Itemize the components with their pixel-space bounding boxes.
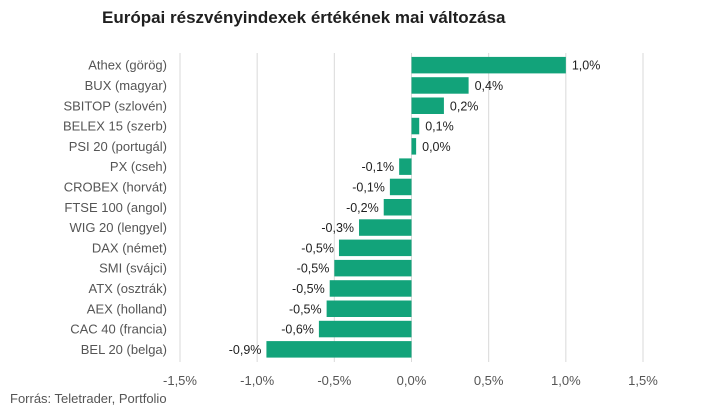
value-label: -0,5% (297, 262, 330, 276)
value-label: 0,0% (422, 140, 451, 154)
category-label: PX (cseh) (110, 159, 167, 174)
bar (411, 117, 420, 135)
bar (399, 158, 412, 175)
x-tick-label: -1,0% (240, 373, 274, 388)
value-label: -0,5% (292, 282, 325, 296)
value-label: -0,3% (321, 221, 354, 235)
category-label: CAC 40 (francia) (70, 322, 167, 337)
value-label: 0,2% (450, 99, 479, 113)
bar (411, 97, 444, 114)
value-label: -0,2% (346, 201, 379, 215)
bar (326, 300, 412, 317)
value-label: -0,9% (229, 343, 262, 357)
bar (389, 178, 412, 196)
category-label: CROBEX (horvát) (64, 179, 167, 194)
x-tick-label: -0,5% (317, 373, 351, 388)
bar (411, 77, 469, 94)
x-tick-label: 0,5% (474, 373, 504, 388)
bar (411, 138, 417, 155)
x-tick-label: -1,5% (163, 373, 197, 388)
bar (411, 56, 566, 74)
value-label: 0,1% (425, 120, 454, 134)
category-label: AEX (holland) (87, 301, 167, 316)
value-label: -0,1% (361, 160, 394, 174)
value-label: 1,0% (572, 59, 601, 73)
bar (329, 280, 412, 297)
category-label: ATX (osztrák) (89, 281, 168, 296)
category-label: PSI 20 (portugál) (69, 139, 167, 154)
x-tick-label: 0,0% (397, 373, 427, 388)
value-label: -0,1% (352, 180, 385, 194)
category-label: BUX (magyar) (85, 78, 167, 93)
bar (334, 259, 412, 277)
category-label: SBITOP (szlovén) (63, 98, 167, 113)
category-label: Athex (görög) (88, 58, 167, 73)
bar (359, 219, 412, 236)
bar (318, 320, 412, 338)
value-label: -0,5% (301, 241, 334, 255)
category-label: SMI (svájci) (99, 261, 167, 276)
category-label: BEL 20 (belga) (81, 342, 167, 357)
x-tick-label: 1,5% (628, 373, 658, 388)
category-label: BELEX 15 (szerb) (63, 119, 167, 134)
chart-title: Európai részvényindexek értékének mai vá… (102, 8, 506, 27)
value-label: 0,4% (475, 79, 504, 93)
value-label: -0,5% (289, 302, 322, 316)
category-label: WIG 20 (lengyel) (69, 220, 167, 235)
value-label: -0,6% (281, 323, 314, 337)
category-label: FTSE 100 (angol) (64, 200, 167, 215)
category-label: DAX (német) (92, 240, 167, 255)
bar (383, 199, 412, 216)
source-note: Forrás: Teletrader, Portfolio (10, 391, 167, 406)
bar (266, 341, 412, 358)
bar (338, 239, 412, 257)
x-tick-label: 1,0% (551, 373, 581, 388)
